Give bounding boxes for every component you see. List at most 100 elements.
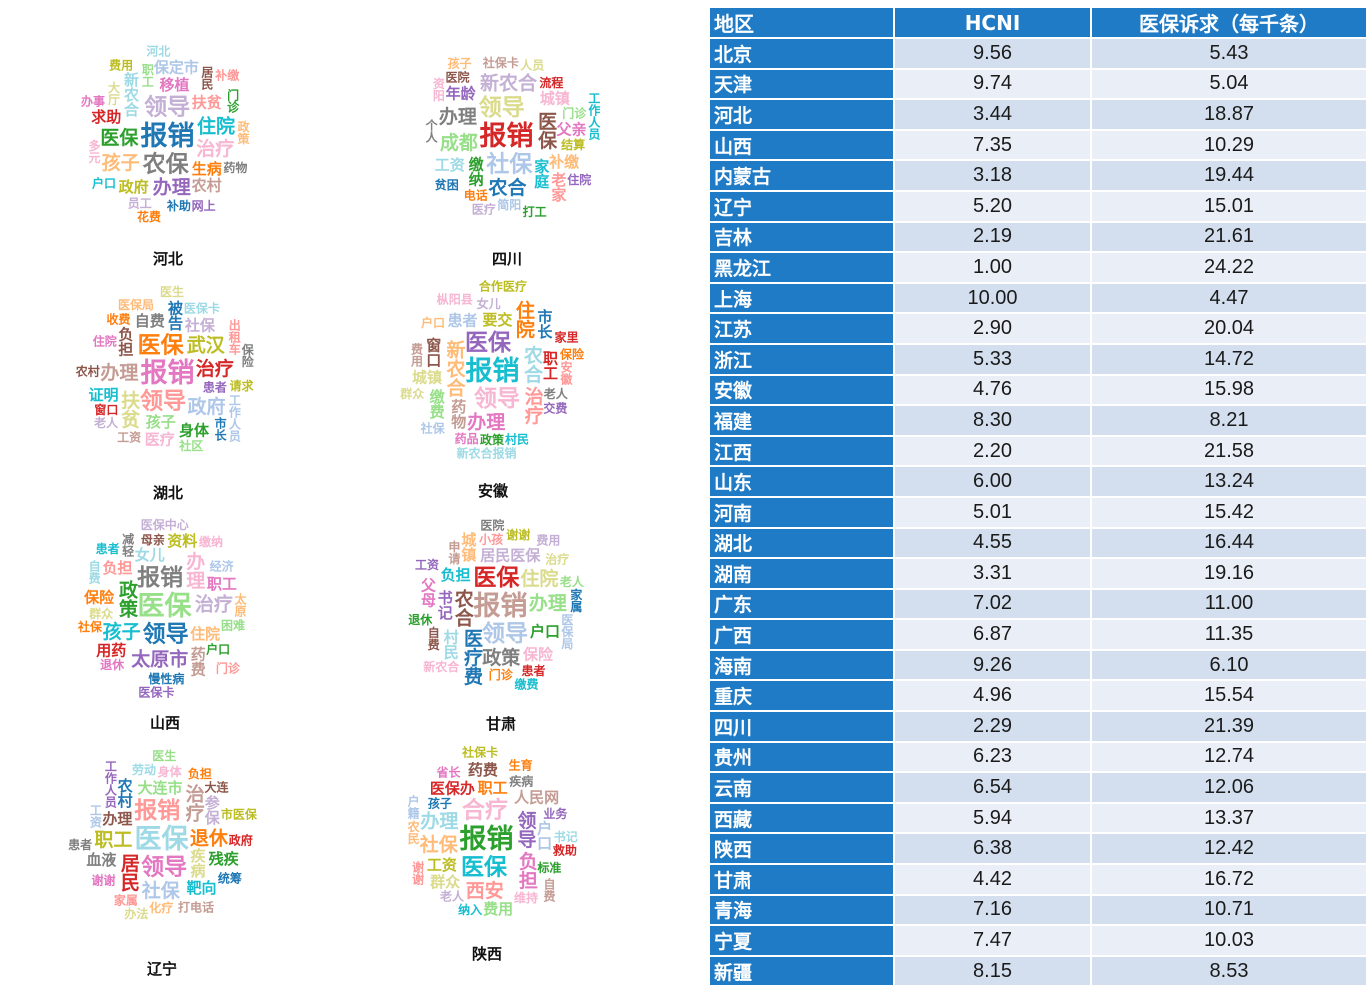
hcni-cell: 10.00 <box>893 281 1092 315</box>
region-cell: 湖北 <box>708 526 895 560</box>
region-cell: 新疆 <box>708 954 895 988</box>
cloud-word: 疾病 <box>188 847 206 879</box>
cloud-word: 大连市 <box>138 779 183 797</box>
table-row: 江苏 2.90 20.04 <box>708 312 1368 345</box>
cloud-word: 西安 <box>466 879 504 902</box>
cloud-word: 新农合报销 <box>456 446 516 461</box>
cloud-word: 母亲 <box>141 532 165 547</box>
cloud-word: 工作人员 <box>227 394 241 443</box>
word-cloud-label: 辽宁 <box>146 960 177 978</box>
cloud-word: 费用 <box>409 341 423 367</box>
demand-cell: 16.72 <box>1090 863 1368 896</box>
cloud-word: 患者 <box>96 541 120 556</box>
cloud-word: 扶贫 <box>192 94 223 112</box>
word-cloud-label: 陕西 <box>471 945 502 963</box>
table-row: 内蒙古 3.18 19.44 <box>708 159 1368 192</box>
cloud-word: 孩子 <box>146 413 176 431</box>
cloud-word: 业务 <box>543 806 568 821</box>
hcni-cell: 3.31 <box>893 557 1092 590</box>
demand-cell: 24.22 <box>1090 251 1368 284</box>
region-cell: 内蒙古 <box>708 159 895 192</box>
cloud-word: 网上 <box>192 198 216 213</box>
region-cell: 吉林 <box>708 220 895 254</box>
region-cell: 山东 <box>708 465 895 498</box>
hcni-cell: 6.38 <box>893 832 1092 866</box>
hcni-cell: 2.90 <box>893 312 1092 345</box>
cloud-word: 缴费 <box>515 677 539 692</box>
cloud-word: 小孩 <box>479 532 503 547</box>
region-cell: 云南 <box>708 771 895 804</box>
region-cell: 海南 <box>708 648 895 682</box>
cloud-word: 补缴 <box>214 67 240 82</box>
demand-cell: 13.24 <box>1090 465 1368 498</box>
demand-cell: 21.61 <box>1090 220 1368 254</box>
cloud-word: 工作人员 <box>587 92 601 141</box>
cloud-word: 群众 <box>399 386 425 401</box>
cloud-word: 家庭 <box>532 158 550 190</box>
cloud-word: 申请 <box>447 539 461 565</box>
cloud-word: 家属 <box>569 587 583 613</box>
cloud-word: 年龄 <box>446 85 477 103</box>
cloud-word: 太原市 <box>131 648 188 671</box>
cloud-word: 收费 <box>106 312 130 327</box>
region-cell: 北京 <box>708 37 895 70</box>
cloud-word: 医生 <box>160 284 184 299</box>
cloud-word: 参保 <box>203 794 221 826</box>
region-cell: 黑龙江 <box>708 251 895 284</box>
cloud-word: 疾病 <box>509 773 533 788</box>
cloud-word: 省长 <box>436 764 462 779</box>
cloud-word: 身体 <box>158 764 183 779</box>
cloud-word: 农村 <box>75 364 100 379</box>
cloud-word: 人民网 <box>514 788 559 806</box>
cloud-word: 住院 <box>197 115 235 138</box>
cloud-word: 户口 <box>421 315 445 330</box>
cloud-word: 打工 <box>523 204 547 219</box>
cloud-word: 负担 <box>116 325 134 357</box>
cloud-word: 患者 <box>68 837 92 852</box>
hcni-cell: 1.00 <box>893 251 1092 284</box>
hcni-cell: 6.00 <box>893 465 1092 498</box>
cloud-word: 领导 <box>482 620 528 647</box>
cloud-word: 统筹 <box>218 871 242 886</box>
cloud-word: 靶向 <box>187 879 217 897</box>
demand-cell: 12.42 <box>1090 832 1368 866</box>
hcni-cell: 7.16 <box>893 893 1092 927</box>
cloud-word: 领导 <box>143 621 189 648</box>
cloud-word: 户口 <box>535 819 553 850</box>
cloud-word: 新农合 <box>480 71 538 94</box>
table-row: 宁夏 7.47 10.03 <box>708 924 1368 957</box>
word-cloud-label: 甘肃 <box>485 715 516 733</box>
region-cell: 重庆 <box>708 679 895 713</box>
cloud-word: 医疗 <box>145 431 175 449</box>
cloud-word: 居民医保 <box>480 547 541 565</box>
cloud-word: 办理 <box>183 550 205 589</box>
cloud-word: 政策 <box>480 432 505 447</box>
cloud-word: 太原 <box>233 591 247 617</box>
cloud-word: 职工 <box>94 829 132 851</box>
table-row: 湖北 4.55 16.44 <box>708 526 1368 560</box>
cloud-word: 居民 <box>118 853 140 892</box>
cloud-word: 慢性病 <box>148 671 184 686</box>
cloud-word: 枞阳县 <box>437 292 473 307</box>
demand-cell: 12.06 <box>1090 771 1368 804</box>
region-cell: 贵州 <box>708 740 895 774</box>
demand-cell: 5.04 <box>1090 67 1368 101</box>
cloud-word: 工资 <box>88 803 102 828</box>
cloud-word: 社保 <box>77 619 103 634</box>
hcni-table-container: 地区 HCNI 医保诉求（每千条） 北京 9.56 5.43 天津 9.74 5.04 河北… <box>708 6 1368 988</box>
cloud-word: 药费 <box>468 761 498 779</box>
cloud-word: 书记 <box>554 829 578 844</box>
cloud-word: 医保 <box>138 331 185 358</box>
region-cell: 宁夏 <box>708 924 895 957</box>
region-cell: 河南 <box>708 495 895 529</box>
cloud-word: 负担 <box>516 850 538 889</box>
cloud-word: 办理 <box>100 361 138 384</box>
demand-cell: 8.21 <box>1090 404 1368 437</box>
region-cell: 辽宁 <box>708 189 895 223</box>
cloud-word: 办理 <box>467 410 505 433</box>
cloud-word: 医保卡 <box>138 684 174 699</box>
cloud-word: 生育 <box>509 757 533 772</box>
table-header-row: 地区 HCNI 医保诉求（每千条） <box>708 6 1368 39</box>
